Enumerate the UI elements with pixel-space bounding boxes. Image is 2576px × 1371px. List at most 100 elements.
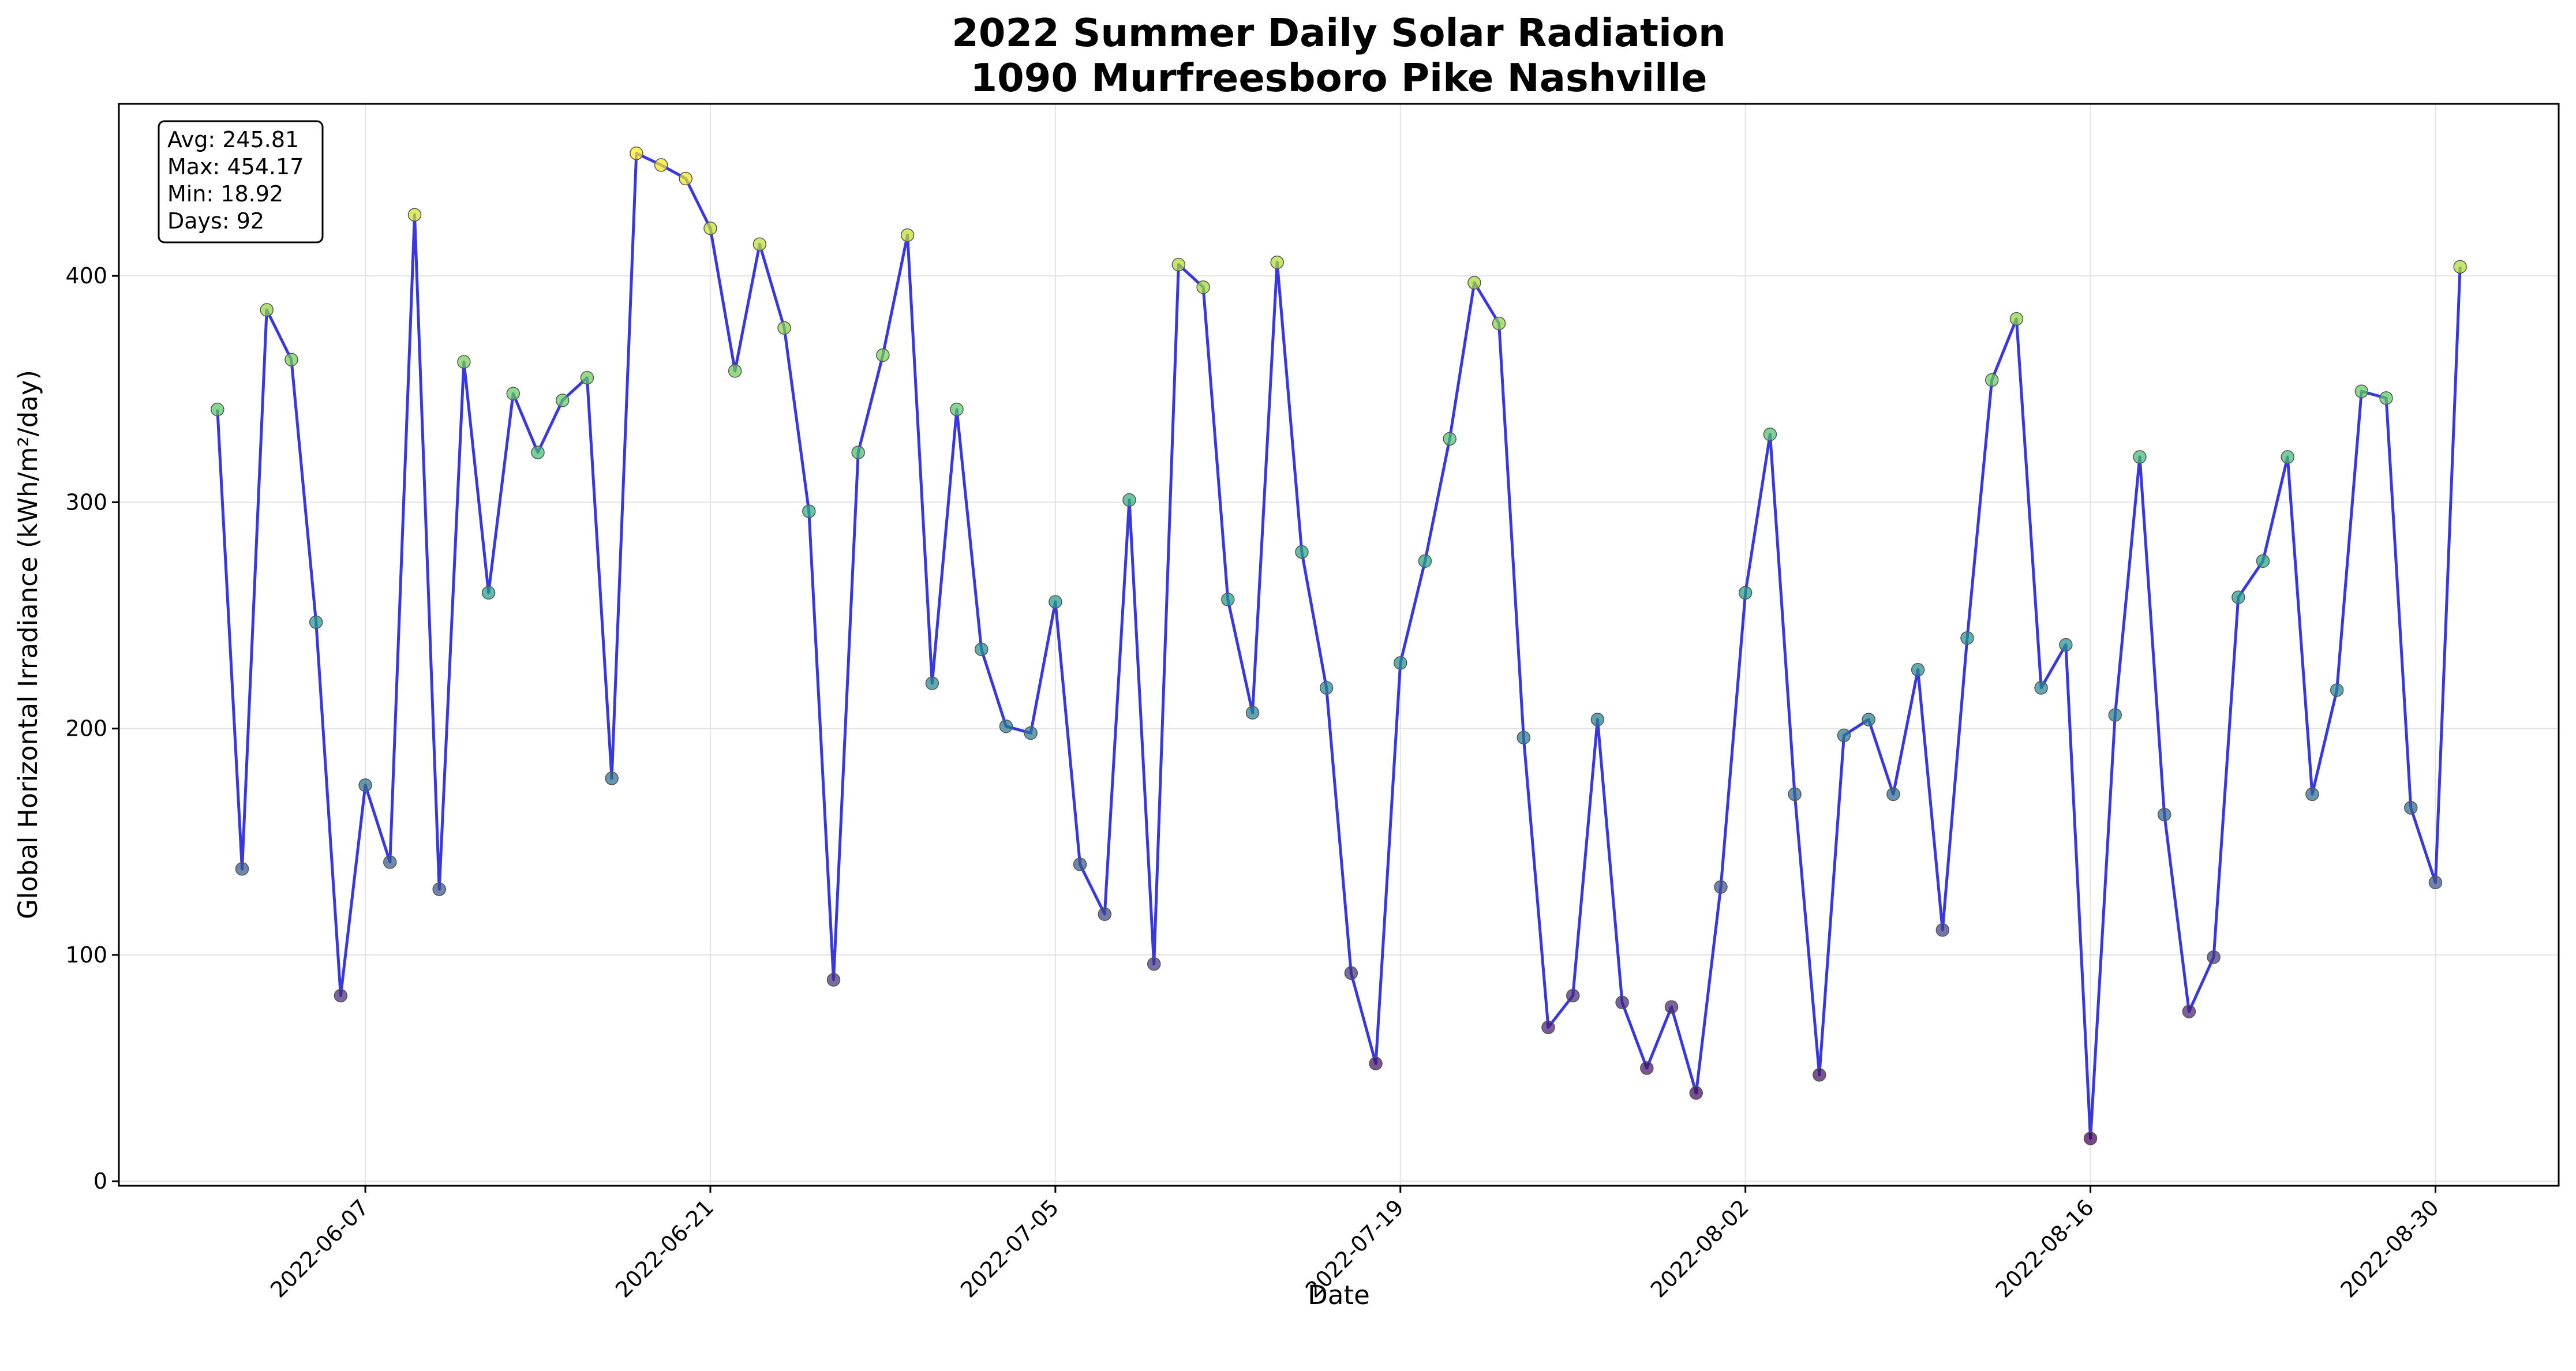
data-point <box>876 348 890 362</box>
data-point <box>2157 807 2171 822</box>
data-point <box>2231 590 2245 604</box>
y-tick-label: 0 <box>93 1168 107 1194</box>
stats-box-frame <box>158 120 324 244</box>
data-point <box>235 862 249 876</box>
plot-frame <box>118 103 2560 1187</box>
data-point <box>260 303 274 317</box>
grid-lines <box>119 104 2559 1186</box>
data-point <box>1935 923 1950 937</box>
data-point <box>1837 728 1851 743</box>
data-point <box>2428 875 2443 890</box>
x-axis-label: Date <box>1308 1280 1370 1310</box>
data-point <box>1985 373 1999 387</box>
data-point <box>211 402 224 417</box>
data-point <box>1443 432 1457 446</box>
y-axis-ticks: 0 100 200 300 400 <box>65 263 119 1194</box>
data-point <box>851 445 865 459</box>
data-point <box>1073 857 1087 871</box>
data-point <box>1640 1061 1654 1075</box>
data-point <box>334 988 348 1003</box>
data-point <box>2354 384 2369 398</box>
data-point <box>728 364 742 378</box>
data-point <box>1467 276 1481 290</box>
data-point <box>1664 1000 1679 1014</box>
data-point <box>1221 593 1235 606</box>
data-point <box>974 642 989 657</box>
y-axis-label: Global Horizontal Irradiance (kWh/m²/day… <box>13 370 43 919</box>
data-point <box>1147 957 1161 971</box>
data-point <box>1418 554 1432 568</box>
data-point <box>630 146 643 160</box>
series-line <box>216 152 2462 1140</box>
data-point <box>2207 950 2221 964</box>
data-point <box>1295 545 1309 559</box>
data-point <box>457 355 471 369</box>
data-point <box>2059 638 2073 652</box>
data-point <box>1714 880 1728 894</box>
data-point <box>506 387 521 400</box>
data-points-layer <box>211 146 2467 1145</box>
chart-subtitle: 1090 Murfreesboro Pike Nashville <box>970 55 1707 100</box>
y-tick-label: 300 <box>65 489 107 515</box>
data-point <box>1517 731 1531 745</box>
y-tick-label: 400 <box>65 263 107 289</box>
data-point <box>1270 255 1284 269</box>
data-point <box>1024 726 1038 740</box>
y-tick-label: 200 <box>65 716 107 741</box>
data-point <box>1369 1057 1383 1070</box>
data-point <box>309 615 323 630</box>
data-point <box>1763 427 1777 441</box>
chart-title: 2022 Summer Daily Solar Radiation <box>952 10 1725 55</box>
data-point <box>900 228 915 242</box>
data-point <box>1788 787 1802 801</box>
data-point <box>2379 391 2393 405</box>
data-point <box>2453 260 2467 274</box>
data-point <box>1689 1086 1703 1100</box>
data-point <box>1590 713 1605 726</box>
data-point <box>2281 450 2294 464</box>
data-point <box>481 586 496 600</box>
data-point <box>1862 713 1875 726</box>
series-line-layer <box>216 152 2462 1140</box>
data-point <box>1886 787 1900 801</box>
data-point <box>999 719 1013 733</box>
data-point <box>1319 681 1334 695</box>
stats-days: Days: 92 <box>167 208 264 234</box>
data-point <box>1541 1020 1555 1035</box>
data-point <box>2083 1132 2098 1145</box>
data-point <box>654 158 668 172</box>
data-point <box>2009 312 2024 326</box>
data-point <box>1049 595 1062 609</box>
data-point <box>605 771 619 785</box>
data-point <box>580 370 594 385</box>
stats-avg: Avg: 245.81 <box>167 127 299 152</box>
data-point <box>950 402 964 417</box>
data-point <box>1098 907 1112 922</box>
data-point <box>1171 257 1186 272</box>
data-point <box>2108 708 2122 722</box>
data-point <box>1911 662 1925 677</box>
data-point <box>1196 280 1210 294</box>
data-point <box>1738 586 1753 600</box>
data-point <box>284 353 298 367</box>
data-point <box>432 882 446 896</box>
data-point <box>1615 995 1629 1010</box>
data-point <box>2330 683 2344 697</box>
data-point <box>2034 681 2048 695</box>
data-point <box>777 321 791 335</box>
data-point <box>2182 1005 2196 1018</box>
data-point <box>2305 787 2319 801</box>
data-point <box>2404 801 2418 815</box>
data-point <box>703 221 717 235</box>
data-point <box>1566 988 1580 1003</box>
data-point <box>1394 656 1407 670</box>
data-point <box>826 973 841 987</box>
data-point <box>358 778 372 792</box>
stats-max: Max: 454.17 <box>167 154 304 179</box>
data-point <box>1245 706 1260 720</box>
data-point <box>752 237 767 251</box>
data-point <box>1492 316 1506 331</box>
data-point <box>2133 450 2147 464</box>
data-point <box>555 394 570 407</box>
